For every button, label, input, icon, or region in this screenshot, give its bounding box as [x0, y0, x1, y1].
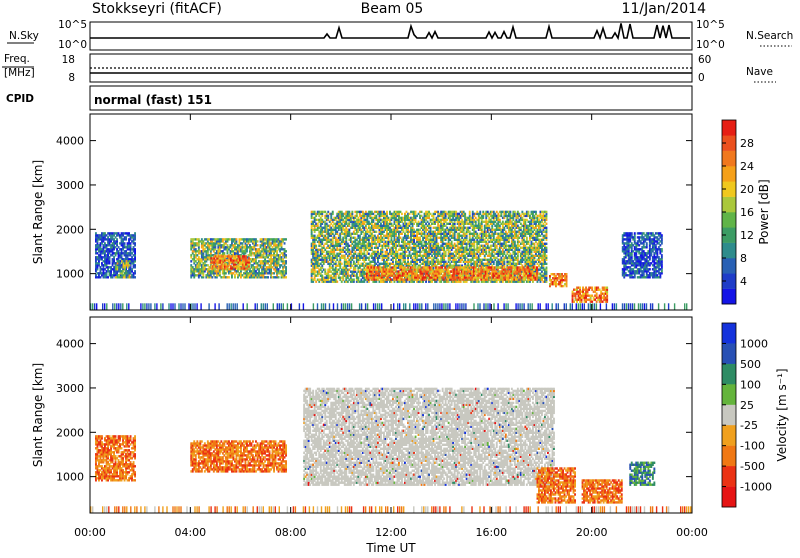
data-cell: [351, 211, 353, 213]
data-cell: [464, 213, 466, 215]
data-cell: [341, 263, 343, 265]
data-cell: [129, 264, 131, 266]
data-cell: [478, 281, 480, 283]
data-cell: [248, 257, 250, 259]
data-cell: [285, 276, 287, 278]
data-cell: [451, 241, 453, 243]
data-cell: [415, 211, 417, 213]
data-cell: [285, 254, 287, 256]
data-cell: [332, 211, 334, 213]
date-title: 11/Jan/2014: [622, 1, 707, 17]
data-cell: [278, 276, 280, 278]
data-cell: [134, 242, 136, 244]
nsearch-tick-bottom: 10^0: [696, 39, 725, 51]
data-cell: [386, 211, 388, 213]
nsky-trace: [90, 23, 690, 38]
data-cell: [228, 276, 230, 278]
data-cell: [134, 276, 136, 278]
freq-tick-top: 18: [62, 54, 75, 66]
data-cell: [134, 232, 136, 234]
nsearch-label: N.Search: [746, 30, 793, 42]
data-cell: [284, 242, 286, 244]
data-cell: [129, 260, 131, 262]
nave-label: Nave: [746, 66, 773, 78]
freq-tick-bottom: 8: [68, 72, 75, 84]
data-cell: [134, 270, 136, 272]
power-data-layer: [90, 211, 693, 310]
freq-label: Freq.: [4, 53, 30, 65]
data-cell: [479, 211, 481, 213]
nsky-label: N.Sky: [9, 30, 39, 42]
data-cell: [285, 250, 287, 252]
beam-title: Beam 05: [361, 1, 424, 17]
data-cell: [285, 266, 287, 268]
freq-strip: Freq. [MHz] 18 8 60 0 Nave: [2, 53, 776, 84]
data-cell: [134, 248, 136, 250]
data-cell: [267, 276, 269, 278]
cpid-label: CPID: [6, 93, 34, 105]
cpid-strip: CPID normal (fast) 151: [6, 86, 692, 110]
data-cell: [469, 211, 471, 213]
data-cell: [245, 255, 247, 257]
data-cell: [353, 279, 355, 281]
freq-unit: [MHz]: [4, 67, 35, 79]
data-cell: [257, 244, 259, 246]
data-cell: [375, 231, 377, 233]
nave-tick-bottom: 0: [698, 72, 705, 84]
nave-tick-top: 60: [698, 54, 711, 66]
data-cell: [116, 238, 118, 240]
data-cell: [324, 269, 326, 271]
data-cell: [223, 252, 225, 254]
nsky-tick-top: 10^5: [58, 19, 87, 31]
data-cell: [257, 240, 259, 242]
data-cell: [285, 260, 287, 262]
data-cell: [421, 211, 423, 213]
data-cell: [437, 243, 439, 245]
nsky-tick-bottom: 10^0: [58, 39, 87, 51]
data-cell: [336, 281, 338, 283]
nsearch-tick-top: 10^5: [696, 19, 725, 31]
station-title: Stokkseyri (fitACF): [92, 1, 222, 17]
nsky-strip: N.Sky 10^5 10^0 10^5 10^0 N.Search: [7, 19, 793, 51]
data-cell: [401, 213, 403, 215]
data-cell: [124, 242, 126, 244]
data-cell: [129, 272, 131, 274]
data-cell: [315, 245, 317, 247]
cpid-value: normal (fast) 151: [94, 93, 212, 107]
data-cell: [134, 264, 136, 266]
data-cell: [236, 238, 238, 240]
data-cell: [285, 238, 287, 240]
